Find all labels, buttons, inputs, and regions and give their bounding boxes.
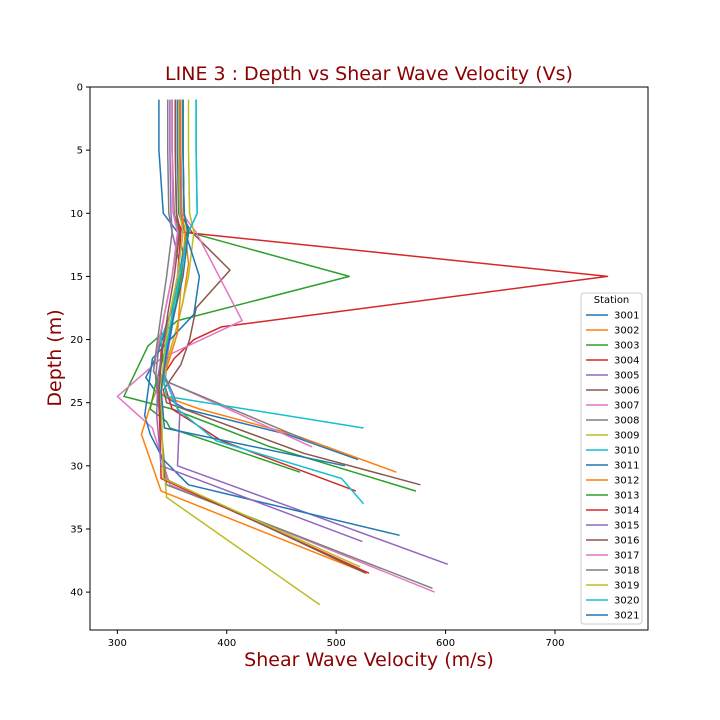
- legend-label-3021: 3021: [614, 611, 639, 622]
- legend-label-3020: 3020: [614, 596, 639, 607]
- y-tick-label: 0: [77, 83, 83, 94]
- legend-label-3013: 3013: [614, 491, 639, 502]
- x-tick-label: 400: [217, 638, 236, 649]
- y-tick-label: 15: [70, 272, 83, 283]
- legend-label-3004: 3004: [614, 356, 639, 367]
- series-line-3021: [160, 99, 346, 467]
- x-tick-label: 500: [327, 638, 346, 649]
- series-line-3019: [160, 99, 361, 568]
- legend-label-3009: 3009: [614, 431, 639, 442]
- legend-label-3001: 3001: [614, 311, 639, 322]
- legend-label-3012: 3012: [614, 476, 639, 487]
- plot-frame: [89, 86, 649, 631]
- legend-label-3008: 3008: [614, 416, 639, 427]
- legend-label-3010: 3010: [614, 446, 639, 457]
- legend-label-3019: 3019: [614, 581, 639, 592]
- y-tick-label: 30: [70, 461, 83, 472]
- legend-title: Station: [594, 295, 630, 306]
- legend-items: 3001 3002 3003 3004 3005 3006 3007 3008 3009 3010…: [586, 311, 639, 622]
- y-tick-label: 5: [77, 146, 83, 157]
- x-axis-label: Shear Wave Velocity (m/s): [244, 649, 494, 671]
- y-tick-label: 25: [70, 398, 83, 409]
- series-line-3020: [162, 99, 364, 429]
- x-axis: 300 400 500 600 700: [108, 630, 565, 649]
- plot-series: [116, 99, 609, 606]
- legend-label-3007: 3007: [614, 401, 639, 412]
- legend-label-3005: 3005: [614, 371, 639, 382]
- chart-title: LINE 3 : Depth vs Shear Wave Velocity (V…: [165, 63, 573, 85]
- y-tick-label: 40: [70, 588, 83, 599]
- x-tick-label: 600: [436, 638, 455, 649]
- legend-label-3018: 3018: [614, 566, 639, 577]
- legend-label-3003: 3003: [614, 341, 639, 352]
- series-line-3018: [152, 99, 317, 446]
- legend: Station 3001 3002 3003 3004 3005 3006 3007 3008…: [580, 292, 643, 625]
- x-tick-label: 700: [545, 638, 564, 649]
- legend-label-3014: 3014: [614, 506, 639, 517]
- legend-label-3002: 3002: [614, 326, 639, 337]
- y-tick-label: 35: [70, 524, 83, 535]
- y-axis-label: Depth (m): [44, 309, 66, 406]
- series-line-3011: [143, 99, 400, 537]
- legend-label-3015: 3015: [614, 521, 639, 532]
- y-tick-label: 10: [70, 209, 83, 220]
- legend-label-3011: 3011: [614, 461, 639, 472]
- legend-label-3016: 3016: [614, 536, 639, 547]
- x-tick-label: 300: [108, 638, 127, 649]
- y-tick-label: 20: [70, 335, 83, 346]
- y-axis: 0 5 10 15 20 25 30 35 40: [70, 83, 90, 599]
- legend-label-3006: 3006: [614, 386, 639, 397]
- series-line-3012: [140, 99, 368, 574]
- legend-label-3017: 3017: [614, 551, 639, 562]
